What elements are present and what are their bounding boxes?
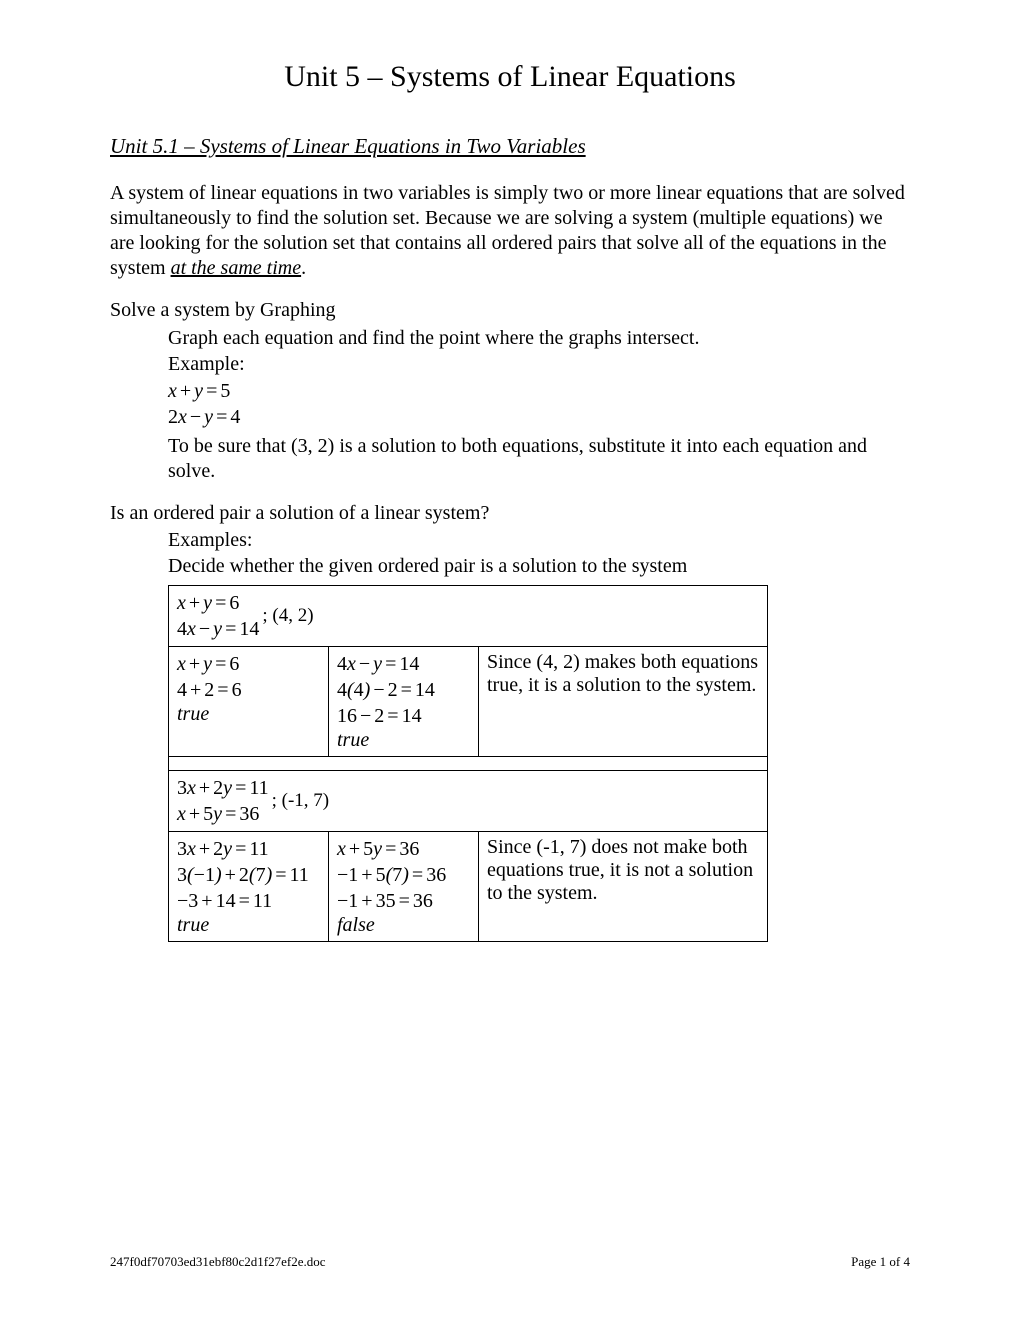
solution-table: x+y=6 4x−y=14 ; (4, 2) x+y=6 4+2=6 true … (168, 585, 768, 942)
table-row (169, 757, 768, 771)
t2c2-l1: x+5y=36 (337, 836, 470, 862)
t2-eq1: 3x+2y=11 (177, 775, 269, 801)
footer-left: 247f0df70703ed31ebf80c2d1f27ef2e.doc (110, 1254, 326, 1270)
ordered-pair-heading: Is an ordered pair a solution of a linea… (110, 502, 910, 525)
t1-col3: Since (4, 2) makes both equations true, … (479, 647, 768, 757)
t1c2-l2: 4(4)−2=14 (337, 677, 470, 703)
example2-header: 3x+2y=11 x+5y=36 ; (-1, 7) (169, 771, 768, 832)
intro-paragraph: A system of linear equations in two vari… (110, 181, 910, 281)
t2-col3: Since (-1, 7) does not make both equatio… (479, 832, 768, 942)
t1c2-l3: 16−2=14 (337, 703, 470, 729)
t2c1-l1: 3x+2y=11 (177, 836, 320, 862)
t1-eq2: 4x−y=14 (177, 616, 259, 642)
t1c2-l1: 4x−y=14 (337, 651, 470, 677)
t1c1-l3: true (177, 703, 320, 726)
graphing-line1: Graph each equation and find the point w… (168, 326, 910, 351)
intro-underlined: at the same time (171, 257, 302, 279)
t1-col1: x+y=6 4+2=6 true (169, 647, 329, 757)
example-label: Example: (168, 353, 910, 376)
decide-text: Decide whether the given ordered pair is… (168, 554, 910, 579)
footer: 247f0df70703ed31ebf80c2d1f27ef2e.doc Pag… (110, 1254, 910, 1270)
t1-pair: ; (4, 2) (262, 605, 313, 627)
graphing-heading: Solve a system by Graphing (110, 299, 910, 322)
t1-eq1: x+y=6 (177, 590, 259, 616)
graphing-note: To be sure that (3, 2) is a solution to … (168, 434, 910, 484)
intro-text-2: . (301, 257, 306, 279)
spacer-cell (169, 757, 768, 771)
footer-right: Page 1 of 4 (851, 1254, 910, 1270)
t2-col2: x+5y=36 −1+5(7)=36 −1+35=36 false (329, 832, 479, 942)
section-heading: Unit 5.1 – Systems of Linear Equations i… (110, 134, 910, 159)
table-row: 3x+2y=11 x+5y=36 ; (-1, 7) (169, 771, 768, 832)
t1-col2: 4x−y=14 4(4)−2=14 16−2=14 true (329, 647, 479, 757)
t2c1-l3: −3+14=11 (177, 888, 320, 914)
t2c1-l4: true (177, 914, 320, 937)
graphing-eq2: 2x−y=4 (168, 404, 910, 430)
t1c2-l4: true (337, 729, 470, 752)
t2c2-l2: −1+5(7)=36 (337, 862, 470, 888)
examples-label: Examples: (168, 529, 910, 552)
t2c2-l3: −1+35=36 (337, 888, 470, 914)
page: Unit 5 – Systems of Linear Equations Uni… (0, 0, 1020, 1320)
t2c1-l2: 3(−1)+2(7)=11 (177, 862, 320, 888)
table-row: x+y=6 4x−y=14 ; (4, 2) (169, 586, 768, 647)
t2-pair: ; (-1, 7) (272, 790, 330, 812)
table-row: 3x+2y=11 3(−1)+2(7)=11 −3+14=11 true x+5… (169, 832, 768, 942)
example1-header: x+y=6 4x−y=14 ; (4, 2) (169, 586, 768, 647)
t2-eq2: x+5y=36 (177, 801, 269, 827)
table-row: x+y=6 4+2=6 true 4x−y=14 4(4)−2=14 16−2=… (169, 647, 768, 757)
t1c1-l1: x+y=6 (177, 651, 320, 677)
t1c1-l2: 4+2=6 (177, 677, 320, 703)
t2-col1: 3x+2y=11 3(−1)+2(7)=11 −3+14=11 true (169, 832, 329, 942)
graphing-eq1: x+y=5 (168, 378, 910, 404)
page-title: Unit 5 – Systems of Linear Equations (110, 60, 910, 94)
t2c2-l4: false (337, 914, 470, 937)
